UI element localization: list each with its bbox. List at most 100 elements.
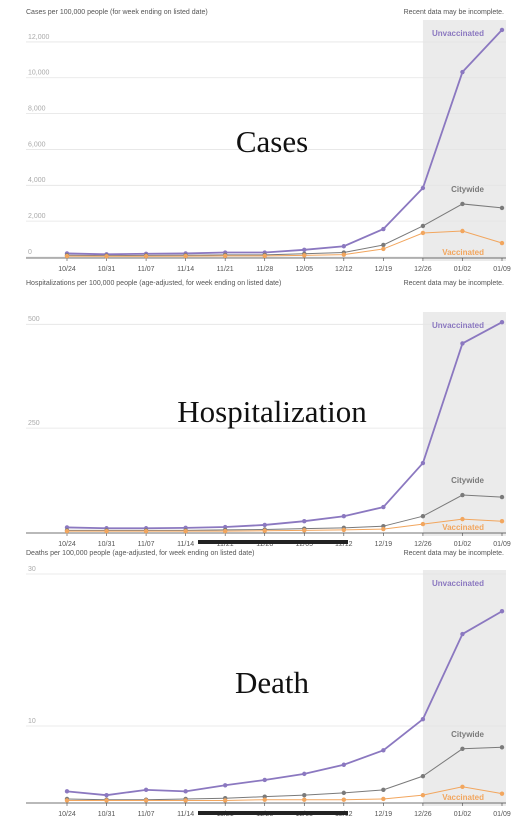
y-tick-label: 2,000 bbox=[28, 213, 46, 220]
series-label: Unvaccinated bbox=[432, 321, 484, 330]
x-tick-label: 11/14 bbox=[177, 541, 194, 548]
point bbox=[341, 762, 347, 767]
x-tick-label: 01/09 bbox=[493, 541, 511, 548]
x-tick-label: 10/24 bbox=[58, 811, 76, 818]
x-tick-label: 11/28 bbox=[256, 266, 273, 273]
point bbox=[420, 521, 426, 527]
series-label: Vaccinated bbox=[442, 793, 484, 802]
x-tick-label: 11/21 bbox=[217, 541, 234, 548]
point bbox=[143, 253, 149, 259]
point bbox=[499, 609, 505, 614]
note: Recent data may be incomplete. bbox=[404, 550, 504, 557]
point bbox=[499, 519, 505, 524]
series-line bbox=[67, 518, 503, 532]
x-tick-label: 12/26 bbox=[414, 266, 432, 273]
panel-title: Cases bbox=[236, 124, 308, 159]
point bbox=[143, 798, 149, 803]
point bbox=[341, 790, 347, 796]
x-tick-label: 11/07 bbox=[138, 266, 155, 273]
point bbox=[302, 797, 307, 802]
series-line bbox=[66, 610, 503, 797]
panel-title: Hospitalization bbox=[177, 394, 367, 429]
x-tick-label: 01/09 bbox=[493, 811, 511, 818]
point bbox=[302, 771, 307, 777]
x-tick-label: 12/12 bbox=[335, 266, 353, 273]
point bbox=[499, 745, 505, 750]
point bbox=[499, 205, 505, 211]
point bbox=[222, 798, 228, 803]
y-tick-label: 12,000 bbox=[28, 34, 50, 41]
point bbox=[262, 794, 267, 799]
point bbox=[499, 494, 505, 500]
subtitle: Deaths per 100,000 people (age-adjusted,… bbox=[26, 550, 254, 557]
point bbox=[222, 528, 228, 534]
point bbox=[460, 69, 465, 75]
series-label: Citywide bbox=[451, 476, 484, 485]
point bbox=[183, 798, 188, 803]
point bbox=[381, 787, 386, 793]
point bbox=[183, 253, 188, 259]
x-tick-label: 11/07 bbox=[138, 811, 155, 818]
y-tick-label: 0 bbox=[28, 249, 32, 256]
y-tick-label: 30 bbox=[28, 566, 36, 573]
point bbox=[341, 244, 347, 249]
x-tick-label: 10/31 bbox=[98, 811, 116, 818]
x-tick-label: 12/26 bbox=[414, 811, 432, 818]
point bbox=[64, 528, 70, 534]
point bbox=[420, 773, 426, 779]
series-line bbox=[66, 203, 503, 257]
point bbox=[302, 519, 307, 524]
point bbox=[381, 226, 386, 232]
x-tick-label: 11/14 bbox=[177, 266, 194, 273]
point bbox=[499, 240, 505, 246]
x-tick-label: 11/21 bbox=[217, 266, 234, 273]
point bbox=[381, 242, 386, 248]
y-tick-label: 500 bbox=[28, 316, 40, 323]
series-label: Unvaccinated bbox=[432, 29, 484, 38]
point bbox=[262, 522, 267, 528]
point bbox=[420, 514, 426, 519]
x-tick-label: 10/24 bbox=[58, 266, 76, 273]
point bbox=[262, 253, 267, 259]
point bbox=[262, 797, 267, 802]
point bbox=[341, 797, 347, 802]
point bbox=[302, 792, 307, 798]
x-tick-label: 10/31 bbox=[98, 266, 116, 273]
series-line bbox=[67, 494, 503, 531]
x-tick-label: 12/26 bbox=[414, 541, 432, 548]
subtitle: Cases per 100,000 people (for week endin… bbox=[26, 9, 208, 16]
note: Recent data may be incomplete. bbox=[404, 9, 504, 16]
point bbox=[420, 716, 426, 722]
scroll-bar bbox=[198, 811, 348, 815]
point bbox=[460, 631, 465, 637]
point bbox=[302, 528, 307, 533]
point bbox=[460, 341, 465, 346]
point bbox=[104, 528, 109, 534]
y-tick-label: 10 bbox=[28, 718, 36, 725]
point bbox=[381, 526, 386, 532]
subtitle: Hospitalizations per 100,000 people (age… bbox=[26, 280, 281, 287]
x-tick-label: 12/19 bbox=[375, 266, 393, 273]
point bbox=[381, 796, 386, 802]
point bbox=[143, 528, 149, 534]
series-line bbox=[67, 786, 503, 801]
point bbox=[222, 783, 228, 788]
point bbox=[341, 527, 347, 533]
point bbox=[262, 528, 267, 533]
point bbox=[420, 185, 426, 191]
point bbox=[381, 748, 386, 753]
point bbox=[341, 252, 347, 257]
point bbox=[262, 777, 267, 783]
series-label: Citywide bbox=[451, 185, 484, 194]
point bbox=[420, 460, 426, 466]
point bbox=[143, 787, 149, 793]
panel-title: Death bbox=[235, 665, 310, 700]
series-label: Vaccinated bbox=[442, 248, 484, 257]
point bbox=[499, 27, 505, 33]
point bbox=[460, 516, 465, 522]
x-tick-label: 01/02 bbox=[454, 541, 472, 548]
point bbox=[420, 792, 426, 798]
x-tick-label: 12/05 bbox=[296, 541, 314, 548]
point bbox=[104, 254, 109, 259]
note: Recent data may be incomplete. bbox=[404, 280, 504, 287]
